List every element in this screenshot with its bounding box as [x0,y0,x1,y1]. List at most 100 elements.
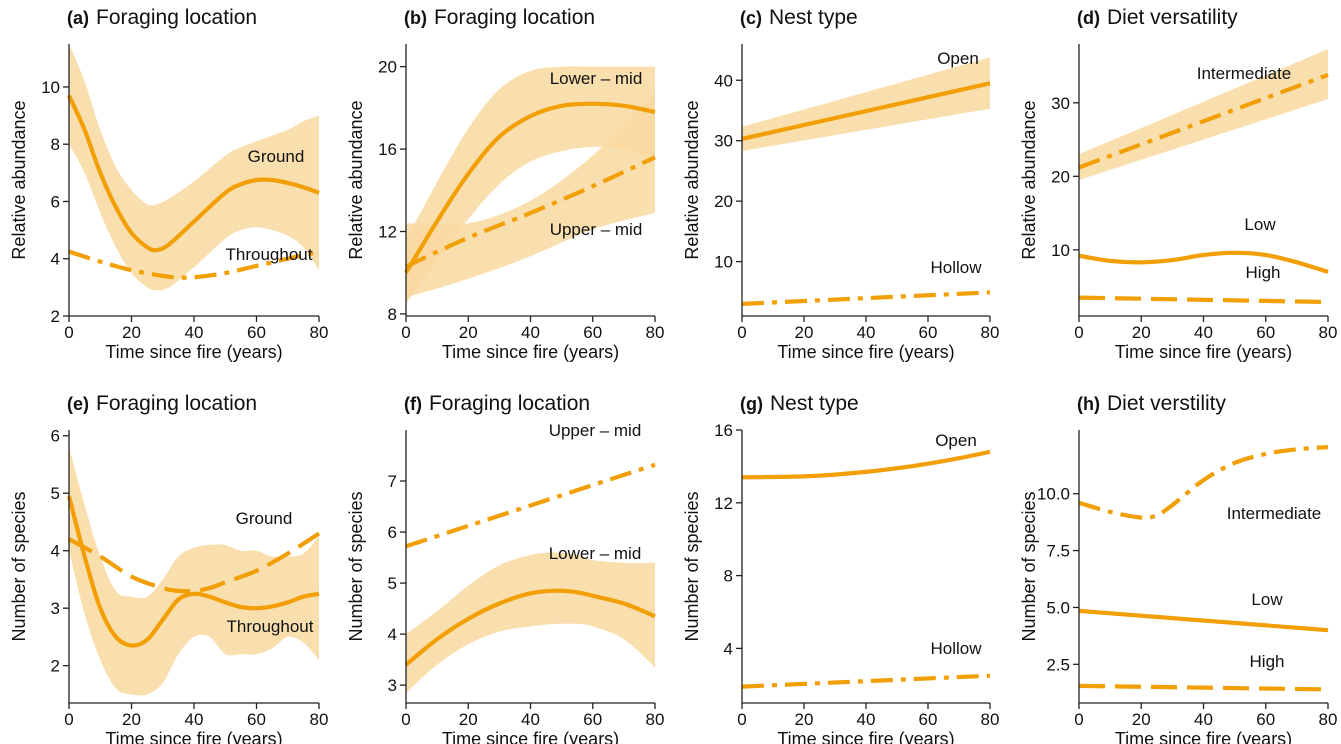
y-tick-label: 4 [51,542,60,561]
y-tick-label: 6 [51,427,60,446]
series-line-0 [66,495,320,648]
x-tick-label: 0 [401,323,410,342]
series-line-1 [1078,608,1329,633]
y-axis-label: Number of species [9,491,29,641]
x-tick-label: 0 [1074,710,1083,729]
x-tick-label: 20 [459,710,478,729]
x-tick-label: 80 [981,323,1000,342]
y-tick-label: 10.0 [1037,485,1070,504]
y-tick-label: 7.5 [1046,542,1070,561]
panel-letter: (c) [740,8,762,28]
panel-letter: (a) [67,8,89,28]
y-tick-label: 10 [41,78,60,97]
panel-title: (e) Foraging location [67,392,257,415]
x-tick-label: 80 [646,710,665,729]
series-line-0 [405,462,656,549]
x-tick-label: 20 [122,710,141,729]
y-tick-label: 10 [1051,241,1070,260]
series-label: Intermediate [1197,64,1292,83]
series-label: High [1246,263,1281,282]
panel-title: (g) Nest type [740,392,859,415]
series-line-0 [1078,445,1329,520]
x-tick-label: 60 [247,323,266,342]
y-tick-label: 12 [714,494,733,513]
panel-title-text: Nest type [770,392,859,415]
x-axis-label: Time since fire (years) [1115,729,1292,744]
series-label: Hollow [930,258,982,277]
y-tick-label: 6 [388,523,397,542]
x-tick-label: 40 [185,323,204,342]
panel-title: (a) Foraging location [67,6,257,29]
series-line-0 [741,449,991,480]
series-line-2 [1078,295,1329,305]
x-tick-label: 20 [1132,323,1151,342]
panel-f: (f) Foraging location 0 20 40 60 80 3 4 5 6 7 Time s… [346,392,664,744]
x-tick-label: 80 [1319,710,1338,729]
x-tick-label: 0 [401,710,410,729]
panel-title-text: Foraging location [429,392,590,415]
y-tick-label: 8 [388,305,397,324]
panel-title-text: Foraging location [96,6,257,29]
series-line-1 [405,155,656,269]
y-tick-label: 40 [714,71,733,90]
panel-title: (d) Diet versatility [1077,6,1238,29]
x-tick-label: 40 [521,323,540,342]
y-axis-label: Relative abundance [346,100,366,259]
x-tick-label: 0 [737,710,746,729]
y-tick-label: 20 [714,192,733,211]
panel-title: (b) Foraging location [404,6,595,29]
panel-title-text: Foraging location [434,6,595,29]
x-tick-label: 0 [737,323,746,342]
y-tick-label: 2 [51,307,60,326]
confidence-band-0 [69,44,319,291]
y-tick-label: 20 [378,58,397,77]
x-tick-label: 40 [1194,323,1213,342]
x-tick-label: 60 [919,323,938,342]
y-axis-label: Number of species [682,491,702,641]
confidence-band-0 [742,57,990,151]
series-label: Low [1251,590,1283,609]
x-tick-label: 20 [122,323,141,342]
y-axis-label: Relative abundance [1019,100,1039,259]
series-line-0 [1078,72,1329,170]
series-label: Open [937,49,979,68]
y-tick-label: 4 [388,625,397,644]
x-axis-label: Time since fire (years) [105,342,282,362]
x-tick-label: 0 [1074,323,1083,342]
x-axis-label: Time since fire (years) [777,342,954,362]
panel-letter: (e) [67,394,89,414]
x-tick-label: 60 [583,710,602,729]
x-tick-label: 80 [981,710,1000,729]
y-tick-label: 20 [1051,167,1070,186]
y-tick-label: 4 [724,639,733,658]
x-tick-label: 0 [64,710,73,729]
x-tick-label: 20 [795,323,814,342]
series-label: High [1250,652,1285,671]
panel-a: (a) Foraging location 0 20 40 60 80 2 4 6 8 10 Time … [9,6,328,362]
x-tick-label: 60 [919,710,938,729]
confidence-band-1 [406,552,655,693]
y-tick-label: 3 [51,599,60,618]
x-tick-label: 80 [1319,323,1338,342]
y-tick-label: 30 [714,132,733,151]
series-line-0 [404,101,656,274]
series-label: Lower – mid [550,69,643,88]
y-axis-label: Number of species [1019,491,1039,641]
series-line-1 [1078,250,1329,274]
x-tick-label: 40 [857,323,876,342]
panel-letter: (b) [404,8,427,28]
x-axis-label: Time since fire (years) [777,729,954,744]
y-tick-label: 16 [378,140,397,159]
x-tick-label: 80 [310,710,329,729]
panel-letter: (f) [404,394,422,414]
confidence-band-0 [69,447,319,696]
series-label: Lower – mid [549,544,642,563]
x-tick-label: 40 [1194,710,1213,729]
x-tick-label: 60 [1256,323,1275,342]
series-label: Intermediate [1227,504,1322,523]
series-line-1 [741,290,991,306]
panel-title: (c) Nest type [740,6,858,29]
